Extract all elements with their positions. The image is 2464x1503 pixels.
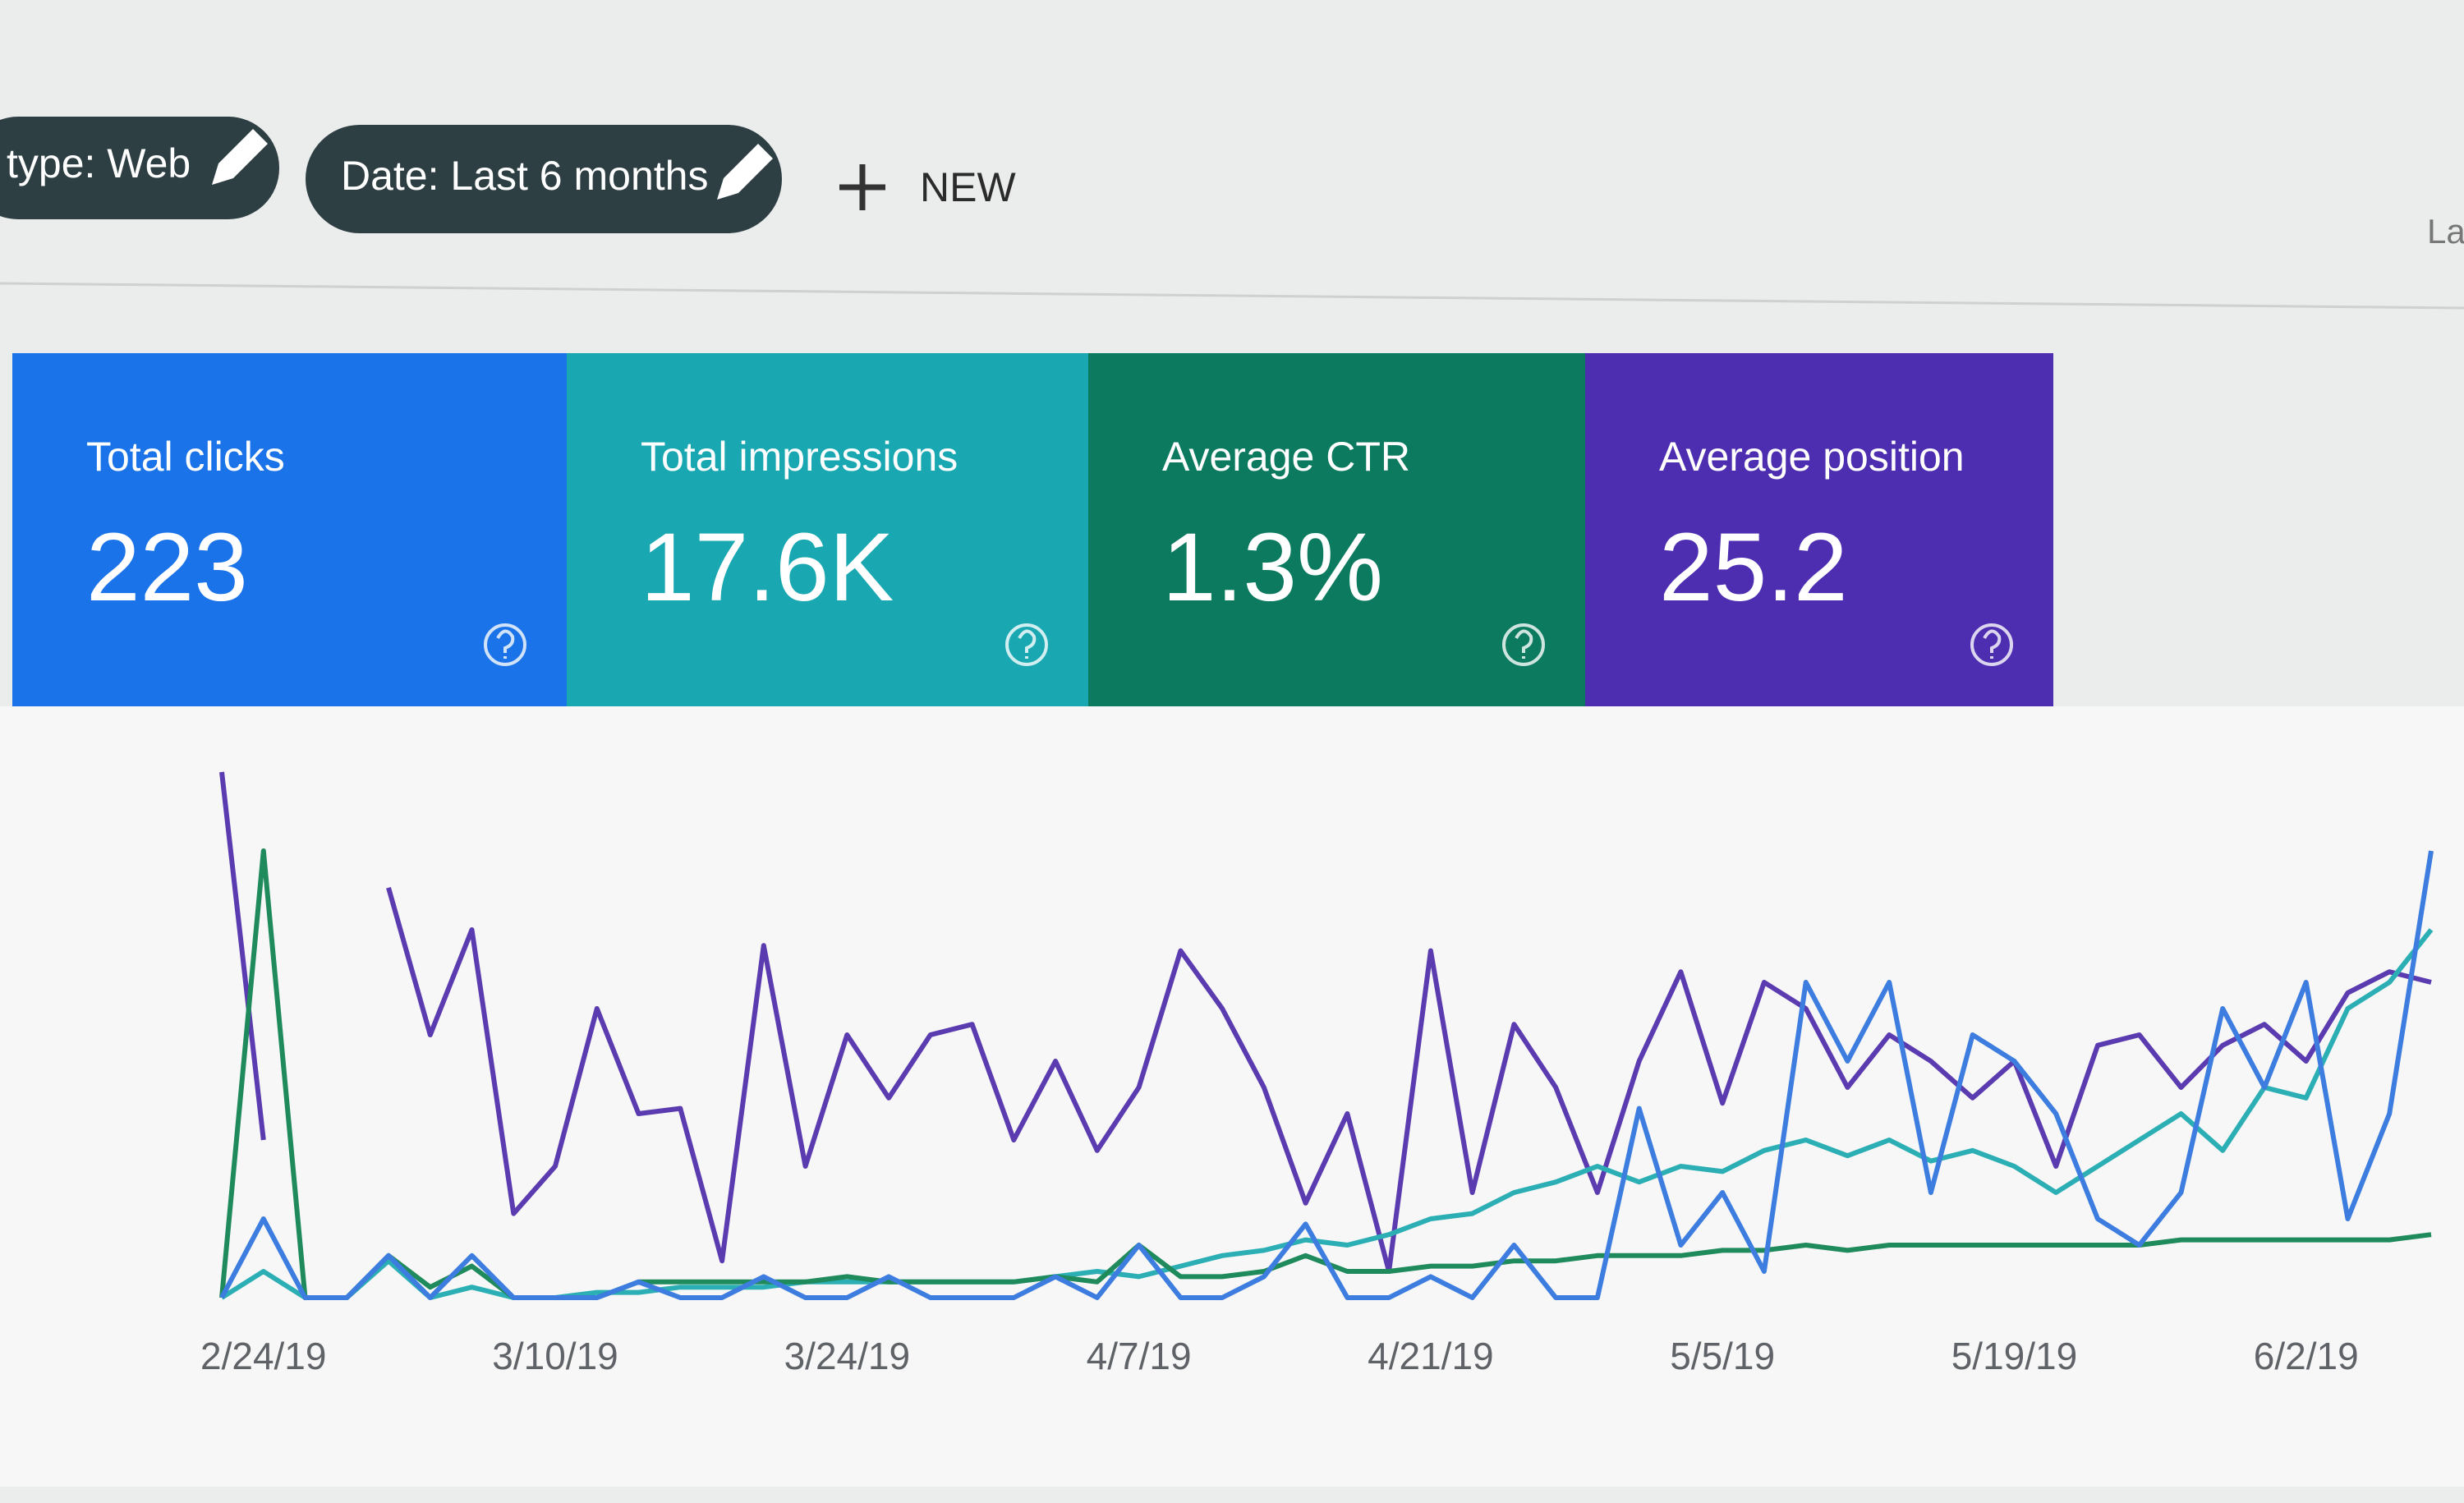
card-value: 25.2 <box>1659 513 1848 622</box>
card-title: Total clicks <box>86 434 285 480</box>
x-tick-label: 3/24/19 <box>784 1335 910 1377</box>
chip-label: type: Web <box>7 140 191 186</box>
card-value: 17.6K <box>641 513 894 622</box>
cut-off-text: La <box>2427 212 2464 250</box>
x-tick-label: 4/21/19 <box>1368 1335 1493 1377</box>
edit-icon <box>717 144 773 200</box>
help-circle <box>1502 623 1545 666</box>
help-icon[interactable] <box>1970 623 2013 666</box>
x-tick-label: 2/24/19 <box>200 1335 326 1377</box>
help-circle <box>484 623 526 666</box>
button-label: NEW <box>920 164 1016 210</box>
help-mark <box>1515 629 1533 659</box>
series-line <box>219 771 2432 1274</box>
chip-label: Date: Last 6 months <box>341 153 708 199</box>
card-title: Total impressions <box>641 434 958 480</box>
filter-chip[interactable]: Date: Last 6 months <box>306 125 782 233</box>
plus-icon <box>839 164 885 210</box>
metric-cards: Total clicks 223 Total impressions 17.6K Ave… <box>12 353 2053 706</box>
chart: 2/24/19 3/10/19 3/24/19 4/7/19 4/21/19 5/5/19… <box>200 771 2434 1377</box>
card-background <box>567 353 1088 706</box>
edit-icon <box>212 129 268 185</box>
x-tick-label: 6/2/19 <box>2254 1335 2359 1377</box>
series-line <box>219 850 2434 1300</box>
card-title: Average CTR <box>1162 434 1410 480</box>
x-tick-label: 3/10/19 <box>492 1335 618 1377</box>
x-tick-label: 4/7/19 <box>1087 1335 1192 1377</box>
card-background <box>1088 353 1585 706</box>
help-mark <box>1018 629 1037 659</box>
chip-background <box>306 125 782 233</box>
help-mark <box>1983 629 2002 659</box>
new-filter-button[interactable]: NEW <box>839 164 1016 210</box>
help-mark <box>496 629 515 659</box>
divider <box>0 282 2464 310</box>
help-circle <box>1970 623 2013 666</box>
help-icon[interactable] <box>1502 623 1545 666</box>
series-line <box>220 928 2434 1300</box>
card-background <box>1585 353 2053 706</box>
x-tick-label: 5/19/19 <box>1951 1335 2077 1377</box>
metric-card[interactable]: Average CTR 1.3% <box>1088 353 1585 706</box>
card-title: Average position <box>1659 434 1965 480</box>
help-icon[interactable] <box>484 623 526 666</box>
card-value: 223 <box>86 513 248 622</box>
metric-card[interactable]: Total impressions 17.6K <box>567 353 1088 706</box>
chip-background <box>0 117 279 219</box>
card-background <box>12 353 567 706</box>
metric-card[interactable]: Total clicks 223 <box>12 353 567 706</box>
chart-area <box>0 706 2464 1487</box>
metric-card[interactable]: Average position 25.2 <box>1585 353 2053 706</box>
help-icon[interactable] <box>1005 623 1048 666</box>
x-tick-label: 5/5/19 <box>1670 1335 1775 1377</box>
card-value: 1.3% <box>1162 513 1383 622</box>
help-circle <box>1005 623 1048 666</box>
filter-chip[interactable]: type: Web <box>0 117 279 219</box>
